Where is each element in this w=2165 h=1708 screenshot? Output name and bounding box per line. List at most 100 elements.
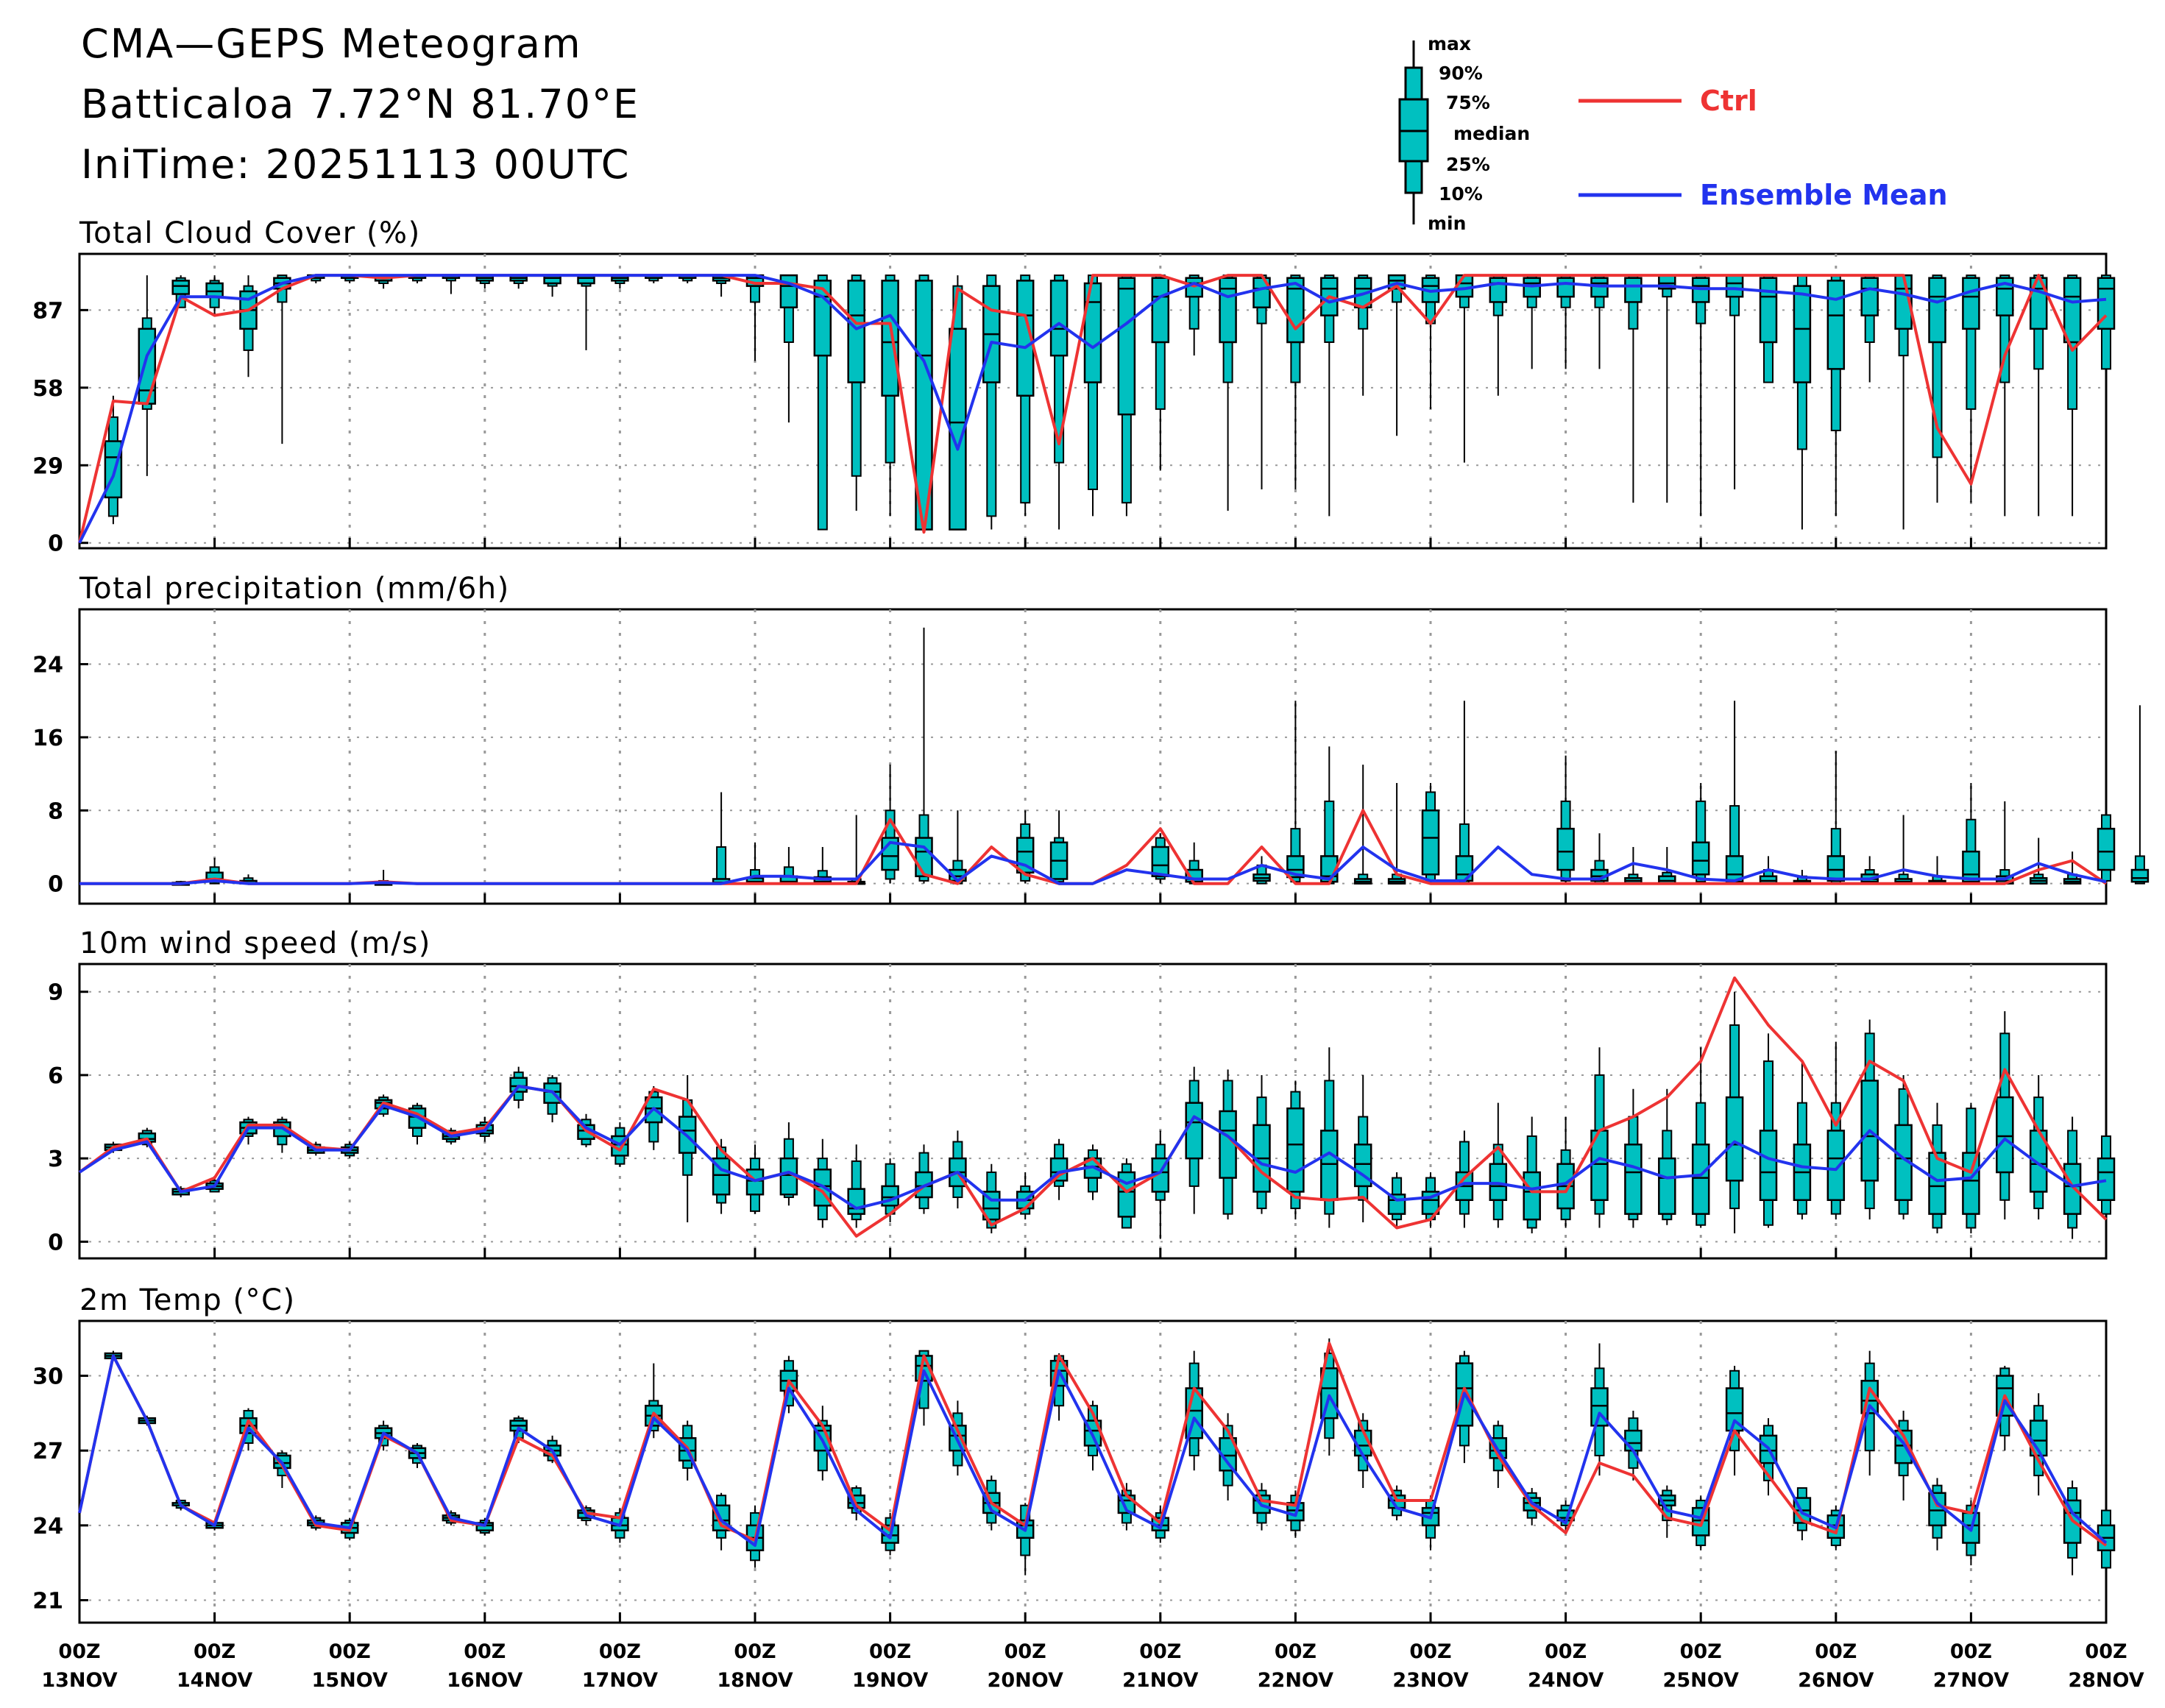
box-plot [1185, 1066, 1203, 1214]
x-tick-label-hour: 00Z [1680, 1640, 1722, 1663]
x-tick-label-hour: 00Z [1950, 1640, 1992, 1663]
box-inner [1826, 280, 1846, 370]
box-plot [1996, 274, 2014, 517]
box-plot [475, 274, 495, 289]
box-plot [712, 1138, 731, 1214]
legend-mean-label: Ensemble Mean [1700, 179, 1948, 211]
x-tick-label-hour: 00Z [194, 1640, 235, 1663]
box-plot [847, 1144, 865, 1228]
box-plot [408, 1102, 427, 1145]
box-inner [1624, 1429, 1643, 1452]
box-plot [1185, 274, 1203, 356]
box-plot [1691, 1047, 1710, 1228]
x-tick-label-date: 23NOV [1392, 1669, 1468, 1692]
x-tick-label-date: 22NOV [1258, 1669, 1333, 1692]
x-tick-label-date: 18NOV [717, 1669, 793, 1692]
box-inner [1151, 277, 1170, 344]
box-plot [813, 274, 832, 531]
box-inner [1860, 277, 1879, 316]
box-plot [1016, 1503, 1035, 1576]
box-inner [1286, 1107, 1305, 1193]
box-plot [2029, 837, 2048, 885]
x-tick-label-date: 20NOV [988, 1669, 1063, 1692]
x-tick-label-date: 26NOV [1798, 1669, 1874, 1692]
box-plot [1049, 1138, 1069, 1200]
box-plot [1252, 274, 1271, 489]
x-tick-label-hour: 00Z [329, 1640, 371, 1663]
y-tick-label: 3 [48, 1147, 63, 1172]
x-tick-label-date: 28NOV [2068, 1669, 2144, 1692]
box-plot [1996, 1011, 2014, 1220]
box-inner [779, 274, 798, 308]
box-key-label-90: 90% [1439, 63, 1483, 84]
box-plot [1523, 1116, 1541, 1234]
box-plot [1590, 274, 1609, 369]
mean-line [79, 840, 2107, 885]
box-plot [1353, 1074, 1372, 1222]
box-plot [1826, 751, 1846, 885]
x-tick-label-date: 14NOV [177, 1669, 252, 1692]
box-plot [949, 810, 967, 885]
box-plot [779, 1122, 798, 1206]
x-tick-label-date: 25NOV [1663, 1669, 1739, 1692]
box-plot [543, 274, 561, 297]
box-plot [1860, 1019, 1879, 1220]
panel-3: 2m Temp (°C) 21 24 27 30 [32, 1283, 2116, 1624]
ctrl-line [78, 976, 2108, 1238]
box-key-label-10: 10% [1439, 183, 1483, 205]
box-key: max 90% 75% median 25% 10% min [1398, 33, 1530, 234]
location-subtitle: Batticaloa 7.72°N 81.70°E [81, 81, 639, 127]
panel-frame [78, 1319, 2108, 1624]
box-plot [1489, 1102, 1508, 1228]
box-inner [1962, 1152, 1980, 1215]
box-plot [239, 275, 258, 378]
box-inner [1151, 846, 1170, 877]
box-plot [1624, 274, 1643, 503]
box-inner [1523, 1171, 1541, 1221]
box-plot [881, 274, 899, 517]
box-plot [1928, 1478, 1946, 1551]
box-plot [1725, 274, 1744, 489]
box-inner [1455, 274, 1474, 298]
x-tick-label-hour: 00Z [1139, 1640, 1181, 1663]
box-plot [1049, 274, 1069, 530]
box-inner [1117, 277, 1136, 416]
box-inner [1556, 277, 1575, 298]
box-plot [1590, 1343, 1609, 1476]
y-tick-label: 24 [32, 653, 63, 678]
box-plot [1556, 274, 1575, 369]
box-plot [1894, 274, 1913, 530]
box-plot [1962, 274, 1980, 503]
box-plot [1590, 1047, 1609, 1228]
box-plot [1658, 1088, 1676, 1225]
x-axis: 00Z 13NOV 00Z 14NOV 00Z 15NOV 00Z 16NOV 00Z 17NOV… [41, 1640, 2144, 1692]
box-plot [1219, 1413, 1237, 1500]
box-plot [442, 274, 461, 294]
meteogram-title: CMA—GEPS Meteogram [81, 21, 582, 67]
box-plot [1353, 1413, 1372, 1489]
box-plot [1928, 274, 1946, 503]
box-key-label-75: 75% [1446, 92, 1490, 113]
box-inner [1996, 277, 2014, 316]
box-inner [1725, 274, 1744, 298]
panel-title: Total precipitation (mm/6h) [79, 572, 510, 606]
box-inner [1353, 1144, 1372, 1188]
box-plot [2130, 705, 2150, 885]
box-inner [2097, 827, 2116, 871]
box-plot [1759, 1033, 1778, 1228]
box-plot [881, 765, 899, 884]
box-plot [509, 274, 528, 289]
box-plot [915, 627, 933, 884]
box-plot [745, 274, 765, 361]
box-plot [1793, 1061, 1812, 1220]
box-inner [2063, 1163, 2082, 1215]
box-plot [1691, 274, 1710, 517]
panel-0: Total Cloud Cover (%) 0 29 58 87 [32, 216, 2116, 557]
box-inner [1219, 277, 1237, 344]
box-plot [2063, 851, 2082, 885]
box-plot [1286, 274, 1305, 489]
box-plot [982, 274, 1001, 530]
box-inner [1826, 855, 1846, 882]
y-tick-label: 21 [32, 1589, 63, 1615]
